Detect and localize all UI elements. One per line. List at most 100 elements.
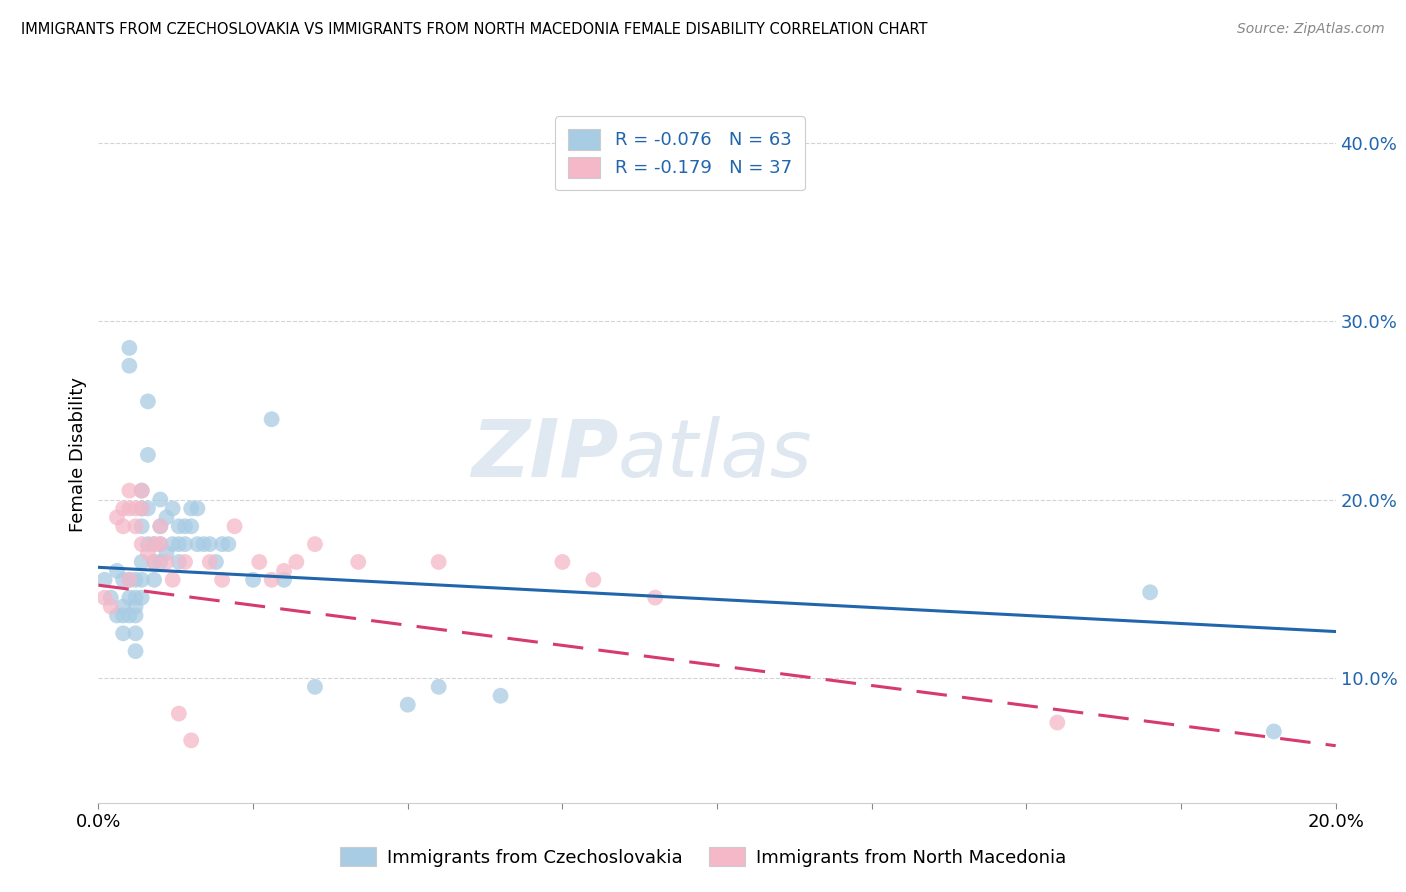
Legend: Immigrants from Czechoslovakia, Immigrants from North Macedonia: Immigrants from Czechoslovakia, Immigran… xyxy=(332,840,1074,874)
Point xyxy=(131,483,153,498)
Point xyxy=(136,546,159,560)
Point xyxy=(347,555,370,569)
Point xyxy=(100,591,122,605)
Point xyxy=(143,555,166,569)
Point xyxy=(124,626,146,640)
Point xyxy=(162,537,184,551)
Point xyxy=(118,573,141,587)
Y-axis label: Female Disability: Female Disability xyxy=(69,377,87,533)
Point xyxy=(131,519,153,533)
Point xyxy=(167,706,190,721)
Point xyxy=(105,510,128,524)
Point xyxy=(174,537,197,551)
Point xyxy=(180,733,202,747)
Point xyxy=(205,555,228,569)
Point xyxy=(304,537,326,551)
Point xyxy=(124,644,146,658)
Point xyxy=(118,341,141,355)
Point xyxy=(143,573,166,587)
Point xyxy=(396,698,419,712)
Point xyxy=(273,564,295,578)
Point xyxy=(118,501,141,516)
Point xyxy=(174,519,197,533)
Point xyxy=(167,519,190,533)
Point xyxy=(211,573,233,587)
Point xyxy=(155,510,177,524)
Point xyxy=(644,591,666,605)
Point xyxy=(124,591,146,605)
Point xyxy=(143,537,166,551)
Point xyxy=(285,555,308,569)
Point xyxy=(162,501,184,516)
Point xyxy=(304,680,326,694)
Point xyxy=(118,359,141,373)
Point xyxy=(427,555,450,569)
Point xyxy=(124,573,146,587)
Point xyxy=(112,519,135,533)
Point xyxy=(131,483,153,498)
Point xyxy=(118,608,141,623)
Point xyxy=(136,394,159,409)
Point xyxy=(143,555,166,569)
Point xyxy=(162,573,184,587)
Point xyxy=(242,573,264,587)
Point xyxy=(136,448,159,462)
Point xyxy=(149,519,172,533)
Point xyxy=(260,412,283,426)
Point xyxy=(186,501,208,516)
Point xyxy=(427,680,450,694)
Point xyxy=(112,608,135,623)
Point xyxy=(198,537,221,551)
Point xyxy=(198,555,221,569)
Point xyxy=(1139,585,1161,599)
Point xyxy=(582,573,605,587)
Point xyxy=(131,591,153,605)
Point xyxy=(149,537,172,551)
Point xyxy=(131,573,153,587)
Point xyxy=(193,537,215,551)
Point xyxy=(112,626,135,640)
Text: atlas: atlas xyxy=(619,416,813,494)
Point xyxy=(136,501,159,516)
Point xyxy=(260,573,283,587)
Point xyxy=(155,555,177,569)
Point xyxy=(136,537,159,551)
Point xyxy=(112,573,135,587)
Point xyxy=(149,555,172,569)
Text: IMMIGRANTS FROM CZECHOSLOVAKIA VS IMMIGRANTS FROM NORTH MACEDONIA FEMALE DISABIL: IMMIGRANTS FROM CZECHOSLOVAKIA VS IMMIGR… xyxy=(21,22,928,37)
Point xyxy=(247,555,270,569)
Point xyxy=(180,501,202,516)
Point xyxy=(1046,715,1069,730)
Point xyxy=(100,599,122,614)
Point xyxy=(118,483,141,498)
Text: ZIP: ZIP xyxy=(471,416,619,494)
Point xyxy=(112,501,135,516)
Point xyxy=(186,537,208,551)
Point xyxy=(131,537,153,551)
Point xyxy=(167,555,190,569)
Point xyxy=(551,555,574,569)
Point xyxy=(124,608,146,623)
Point xyxy=(143,537,166,551)
Point xyxy=(273,573,295,587)
Point xyxy=(112,599,135,614)
Point xyxy=(105,564,128,578)
Point xyxy=(124,501,146,516)
Point xyxy=(105,608,128,623)
Point xyxy=(167,537,190,551)
Point xyxy=(149,537,172,551)
Point xyxy=(149,492,172,507)
Point xyxy=(131,501,153,516)
Point xyxy=(93,591,115,605)
Legend: R = -0.076   N = 63, R = -0.179   N = 37: R = -0.076 N = 63, R = -0.179 N = 37 xyxy=(555,116,804,190)
Point xyxy=(489,689,512,703)
Point xyxy=(174,555,197,569)
Point xyxy=(118,573,141,587)
Point xyxy=(217,537,239,551)
Point xyxy=(180,519,202,533)
Point xyxy=(224,519,246,533)
Point xyxy=(155,546,177,560)
Text: Source: ZipAtlas.com: Source: ZipAtlas.com xyxy=(1237,22,1385,37)
Point xyxy=(93,573,115,587)
Point xyxy=(149,519,172,533)
